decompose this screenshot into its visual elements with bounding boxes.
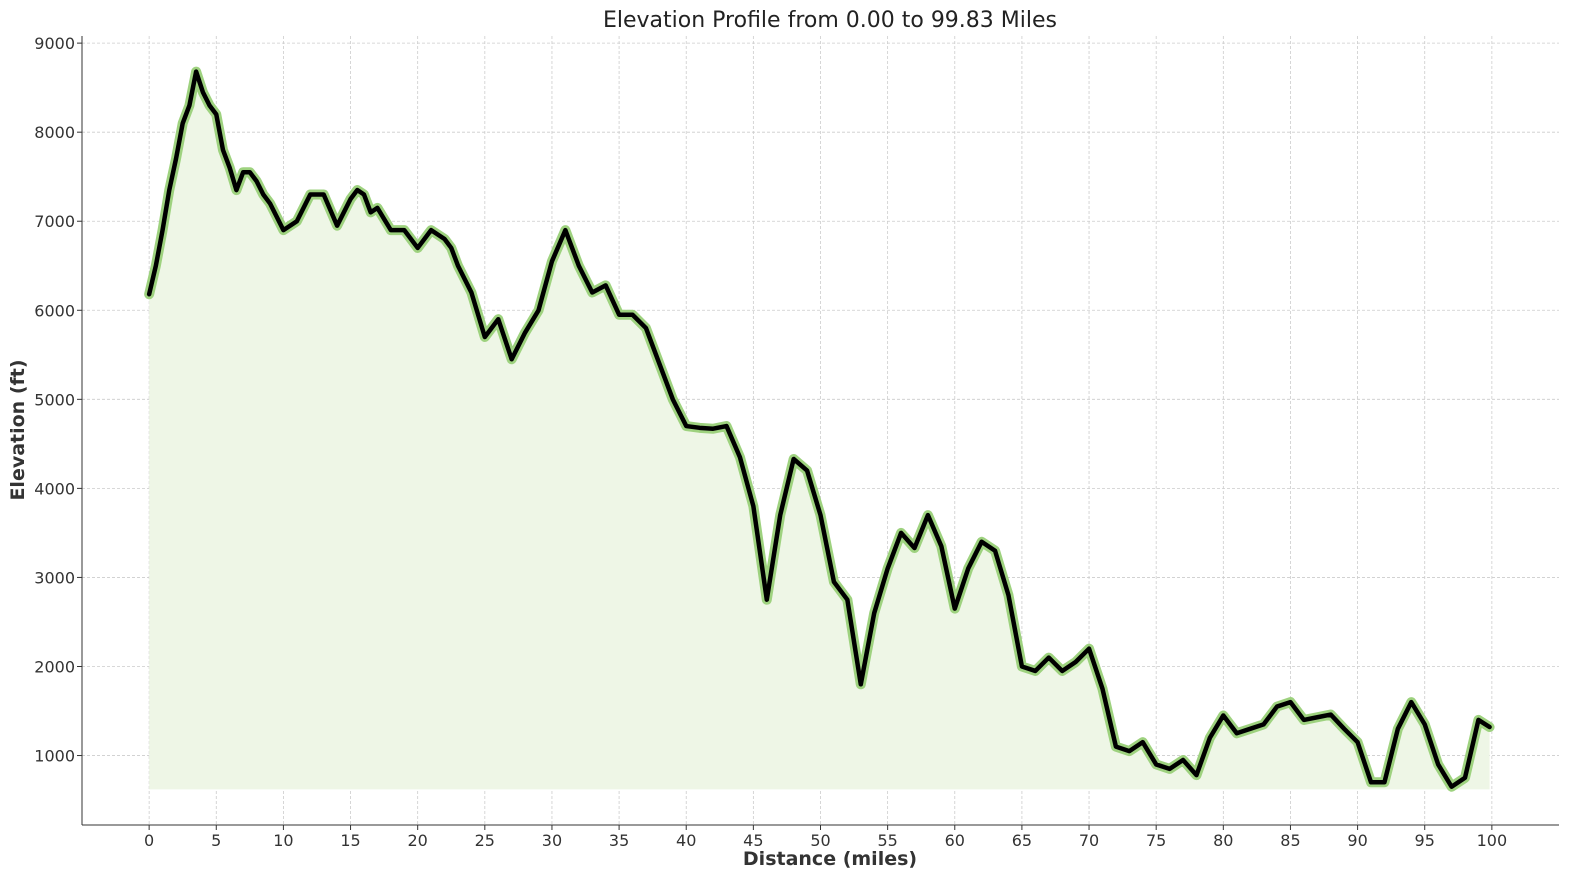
- x-axis-ticks: 0 5 10 15 20 25 30 35 40 45 50 55 60 65 70 75 80 85 90 95 10…: [144, 825, 1507, 850]
- x-tick-label: 60: [945, 831, 965, 850]
- y-tick-label: 2000: [34, 657, 75, 676]
- elevation-line: [146, 69, 1492, 789]
- x-tick-label: 5: [211, 831, 221, 850]
- x-tick-label: 55: [877, 831, 897, 850]
- x-tick-label: 10: [273, 831, 293, 850]
- x-axis-label: Distance (miles): [743, 848, 917, 870]
- x-tick-label: 30: [542, 831, 562, 850]
- x-tick-label: 65: [1012, 831, 1032, 850]
- x-tick-label: 50: [810, 831, 830, 850]
- x-tick-label: 45: [743, 831, 763, 850]
- x-tick-label: 70: [1079, 831, 1099, 850]
- elevation-area-fill: [149, 71, 1490, 790]
- x-tick-label: 90: [1347, 831, 1367, 850]
- x-tick-label: 95: [1415, 831, 1435, 850]
- y-axis-label: Elevation (ft): [7, 359, 29, 500]
- y-axis-ticks: 1000 2000 3000 4000 5000 6000 7000 8000 9000: [34, 34, 82, 766]
- x-tick-label: 25: [475, 831, 495, 850]
- y-tick-label: 5000: [34, 390, 75, 409]
- x-tick-label: 35: [609, 831, 629, 850]
- y-tick-label: 3000: [34, 568, 75, 587]
- x-tick-label: 75: [1146, 831, 1166, 850]
- x-tick-label: 80: [1213, 831, 1233, 850]
- y-tick-label: 7000: [34, 212, 75, 231]
- y-tick-label: 1000: [34, 747, 75, 766]
- y-tick-label: 8000: [34, 123, 75, 142]
- x-tick-label: 20: [408, 831, 428, 850]
- x-tick-label: 85: [1280, 831, 1300, 850]
- x-tick-label: 100: [1477, 831, 1508, 850]
- x-tick-label: 15: [340, 831, 360, 850]
- x-tick-label: 40: [676, 831, 696, 850]
- y-tick-label: 9000: [34, 34, 75, 53]
- chart-title: Elevation Profile from 0.00 to 99.83 Mil…: [603, 8, 1057, 33]
- x-tick-label: 0: [144, 831, 154, 850]
- y-tick-label: 6000: [34, 301, 75, 320]
- y-tick-label: 4000: [34, 479, 75, 498]
